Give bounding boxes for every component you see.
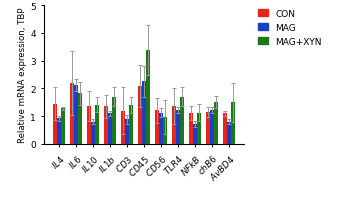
Bar	[214, 103, 218, 144]
Bar	[108, 114, 112, 144]
Bar	[91, 122, 95, 144]
Bar	[193, 124, 197, 144]
Bar	[78, 94, 82, 144]
Bar	[57, 119, 61, 144]
Bar	[146, 51, 150, 144]
Bar	[159, 113, 163, 144]
Bar	[104, 107, 108, 144]
Bar	[129, 105, 133, 144]
Bar	[74, 85, 78, 144]
Bar	[227, 122, 231, 144]
Bar	[210, 111, 214, 144]
Bar	[155, 111, 159, 144]
Y-axis label: Relative mRNA expression, TBP: Relative mRNA expression, TBP	[18, 8, 27, 143]
Bar	[189, 113, 193, 144]
Bar	[70, 83, 74, 144]
Bar	[112, 97, 116, 144]
Bar	[87, 106, 91, 144]
Bar	[138, 87, 142, 144]
Bar	[223, 114, 227, 144]
Bar	[95, 105, 99, 144]
Bar	[142, 82, 146, 144]
Bar	[163, 117, 167, 144]
Bar	[125, 120, 129, 144]
Bar	[172, 107, 176, 144]
Bar	[61, 109, 65, 144]
Bar	[206, 112, 210, 144]
Bar	[176, 111, 180, 144]
Bar	[197, 113, 201, 144]
Bar	[231, 103, 235, 144]
Legend: CON, MAG, MAG+XYN: CON, MAG, MAG+XYN	[257, 8, 324, 48]
Bar	[53, 104, 57, 144]
Bar	[180, 97, 184, 144]
Bar	[121, 111, 125, 144]
